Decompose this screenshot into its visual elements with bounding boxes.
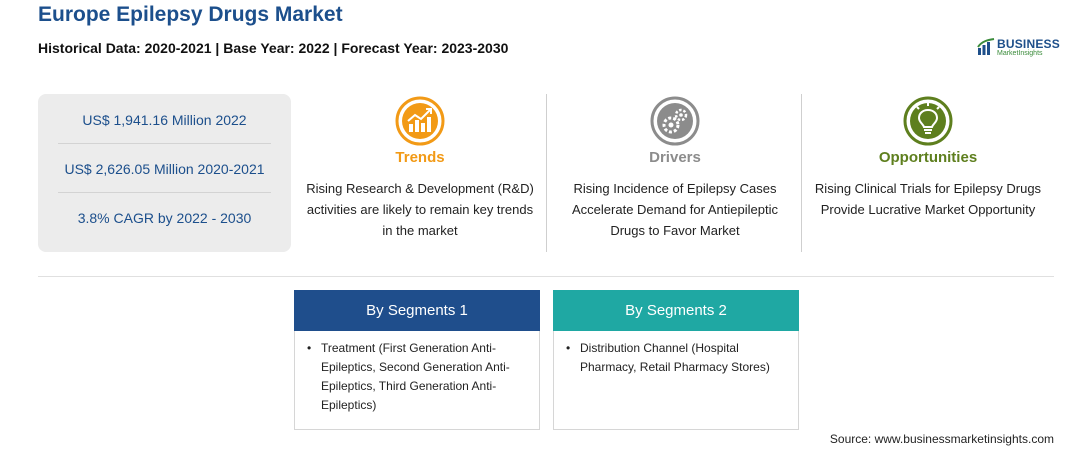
segment-box-2: By Segments 2 • Distribution Channel (Ho… — [553, 290, 799, 430]
drivers-card: Drivers Rising Incidence of Epilepsy Cas… — [560, 95, 790, 245]
segment-2-title: By Segments 2 — [553, 290, 799, 331]
stats-panel: US$ 1,941.16 Million 2022 US$ 2,626.05 M… — [38, 94, 291, 252]
trends-card: Trends Rising Research & Development (R&… — [305, 95, 535, 245]
list-item: Distribution Channel (Hospital Pharmacy,… — [580, 341, 770, 374]
trend-chart-icon — [395, 96, 445, 146]
trends-text: Rising Research & Development (R&D) acti… — [306, 181, 534, 238]
stats-divider — [58, 192, 271, 193]
stat-value-historical: US$ 2,626.05 Million 2020-2021 — [64, 161, 265, 177]
section-divider — [38, 276, 1054, 277]
brand-logo[interactable]: BUSINESS MarketInsights — [976, 36, 1066, 60]
lightbulb-icon — [903, 96, 953, 146]
stat-value-cagr: 3.8% CAGR by 2022 - 2030 — [77, 210, 252, 226]
column-divider — [546, 94, 547, 252]
opportunities-card: Opportunities Rising Clinical Trials for… — [813, 95, 1043, 245]
segment-1-list: • Treatment (First Generation Anti-Epile… — [307, 339, 529, 415]
logo-tagline: MarketInsights — [997, 50, 1043, 57]
trends-label: Trends — [395, 149, 445, 166]
page-subtitle: Historical Data: 2020-2021 | Base Year: … — [38, 40, 509, 56]
logo-mark-icon — [977, 38, 995, 55]
stat-value-2022: US$ 1,941.16 Million 2022 — [82, 112, 247, 128]
source-note: Source: www.businessmarketinsights.com — [829, 432, 1054, 446]
opportunities-label: Opportunities — [878, 149, 978, 166]
bullet-icon: • — [566, 341, 571, 355]
list-item: Treatment (First Generation Anti-Epilept… — [321, 341, 510, 412]
drivers-text: Rising Incidence of Epilepsy Cases Accel… — [572, 181, 778, 238]
logo-wordmark: BUSINESS — [997, 37, 1060, 51]
segment-1-title: By Segments 1 — [294, 290, 540, 331]
drivers-label: Drivers — [649, 149, 701, 166]
opportunities-text: Rising Clinical Trials for Epilepsy Drug… — [814, 181, 1042, 217]
stats-divider — [58, 143, 271, 144]
gears-icon — [650, 96, 700, 146]
bullet-icon: • — [307, 341, 312, 355]
segment-box-1: By Segments 1 • Treatment (First Generat… — [294, 290, 540, 430]
column-divider — [801, 94, 802, 252]
segment-2-list: • Distribution Channel (Hospital Pharmac… — [566, 339, 788, 377]
page-title: Europe Epilepsy Drugs Market — [38, 3, 343, 26]
